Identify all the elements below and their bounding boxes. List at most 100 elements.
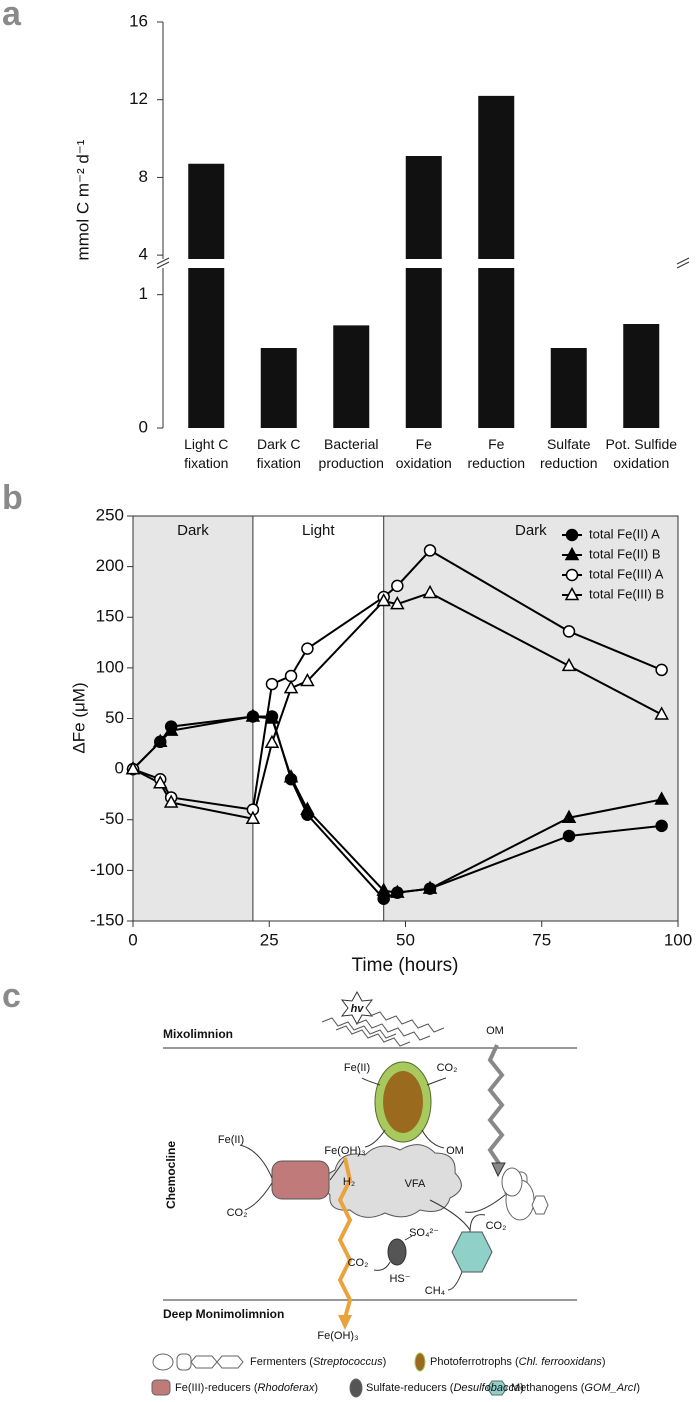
fermentation-cloud [323,1144,462,1218]
period-label: Light [302,522,335,539]
marker [562,625,576,638]
label: Fe(OH)₃ [324,1145,365,1157]
bar [550,348,587,428]
axis-break [676,257,690,265]
marker [245,708,261,722]
y-tick-label: -50 [99,809,124,828]
photoferrotroph-core [383,1071,423,1133]
y-tick-label: 0 [139,417,148,436]
legend-marker [564,586,580,601]
om-flux [487,1044,505,1167]
x-axis-title: Time (hours) [352,955,459,976]
marker [655,819,668,833]
marker [422,880,438,894]
marker [376,592,391,607]
marker [561,809,577,823]
y-tick-label: 50 [105,708,124,727]
zone-label: Chemocline [164,1141,178,1209]
y-tick-label: 150 [96,607,124,626]
marker [654,706,669,720]
legend-marker [565,528,579,542]
marker [284,669,298,683]
x-tick-label: 0 [128,930,137,949]
label: HS⁻ [389,1273,410,1285]
bar [188,163,225,429]
marker [390,884,405,898]
x-tick-label: Sulfate reduction [540,436,598,471]
arrows [464,1194,506,1213]
legend-entry: Fe(III)-reducers (Rhodoferax) [175,1382,318,1394]
marker [125,761,141,775]
label: SO₄²⁻ [409,1227,439,1239]
y-tick-label: -150 [90,910,124,929]
legend-entry: Methanogens (GOM_ArcI) [511,1382,640,1394]
legend-entry: Fermenters (Streptococcus) [250,1356,386,1368]
label: CH₄ [425,1285,446,1297]
marker [654,791,669,805]
label: CO₂ [348,1257,369,1269]
label: OM [446,1145,464,1157]
y-axis-title: ΔFe (μM) [69,682,88,753]
legend-label: total Fe(III) A [589,566,664,581]
marker [561,657,577,672]
marker [376,882,391,896]
label: CO₂ [486,1220,507,1232]
marker [300,672,315,687]
bar [260,348,297,428]
panel-label: a [2,0,22,33]
diagram [151,990,577,1398]
y-tick-label: 8 [139,167,148,186]
y-tick-label: 200 [96,556,124,575]
y-tick-label: -100 [90,860,124,879]
marker [152,733,168,748]
bar [623,324,660,428]
bar [405,156,442,428]
legend-icons [151,1352,508,1398]
y-tick-label: 250 [96,505,124,524]
panel-label: c [2,977,21,1015]
legend-label: total Fe(III) B [589,586,664,601]
y-tick-label: 12 [129,89,148,108]
x-tick-label: 100 [664,930,692,949]
zone-label: Deep Monimolimnion [163,1307,284,1321]
legend-marker [565,568,579,582]
marker [283,680,299,694]
arrows [373,1235,413,1271]
marker [265,677,279,691]
label: CO₂ [227,1207,248,1219]
y-tick-label: 16 [129,11,148,30]
bar [333,325,370,428]
arrow-head [338,1315,352,1330]
legend-label: total Fe(II) A [589,526,660,541]
axis-break [676,261,690,269]
marker [423,544,437,557]
marker [163,794,179,808]
marker [283,769,299,783]
arrows [361,1077,447,1149]
fermenters [501,1167,549,1221]
y-axis-title: mmol C m⁻² d⁻¹ [73,139,92,260]
marker [152,775,168,789]
y-tick-label: 100 [96,657,124,676]
panel-label: b [2,479,23,517]
sulfate-reducer [387,1238,407,1266]
marker [300,801,315,815]
legend-label: total Fe(II) B [589,546,661,561]
iron-flux [337,1157,353,1319]
arrows [429,1199,486,1291]
label: H₂ [343,1176,355,1188]
period-label: Dark [515,522,547,539]
label: OM [486,1025,504,1037]
axis-break [156,261,170,269]
marker [390,596,405,610]
marker [562,829,576,843]
label: Fe(OH)₃ [317,1330,358,1342]
x-tick-label: 75 [532,930,551,949]
x-tick-label: 50 [396,930,415,949]
marker [163,722,179,736]
label: Fe(II) [218,1134,244,1146]
y-tick-label: 0 [115,759,124,778]
label: VFA [405,1178,426,1190]
